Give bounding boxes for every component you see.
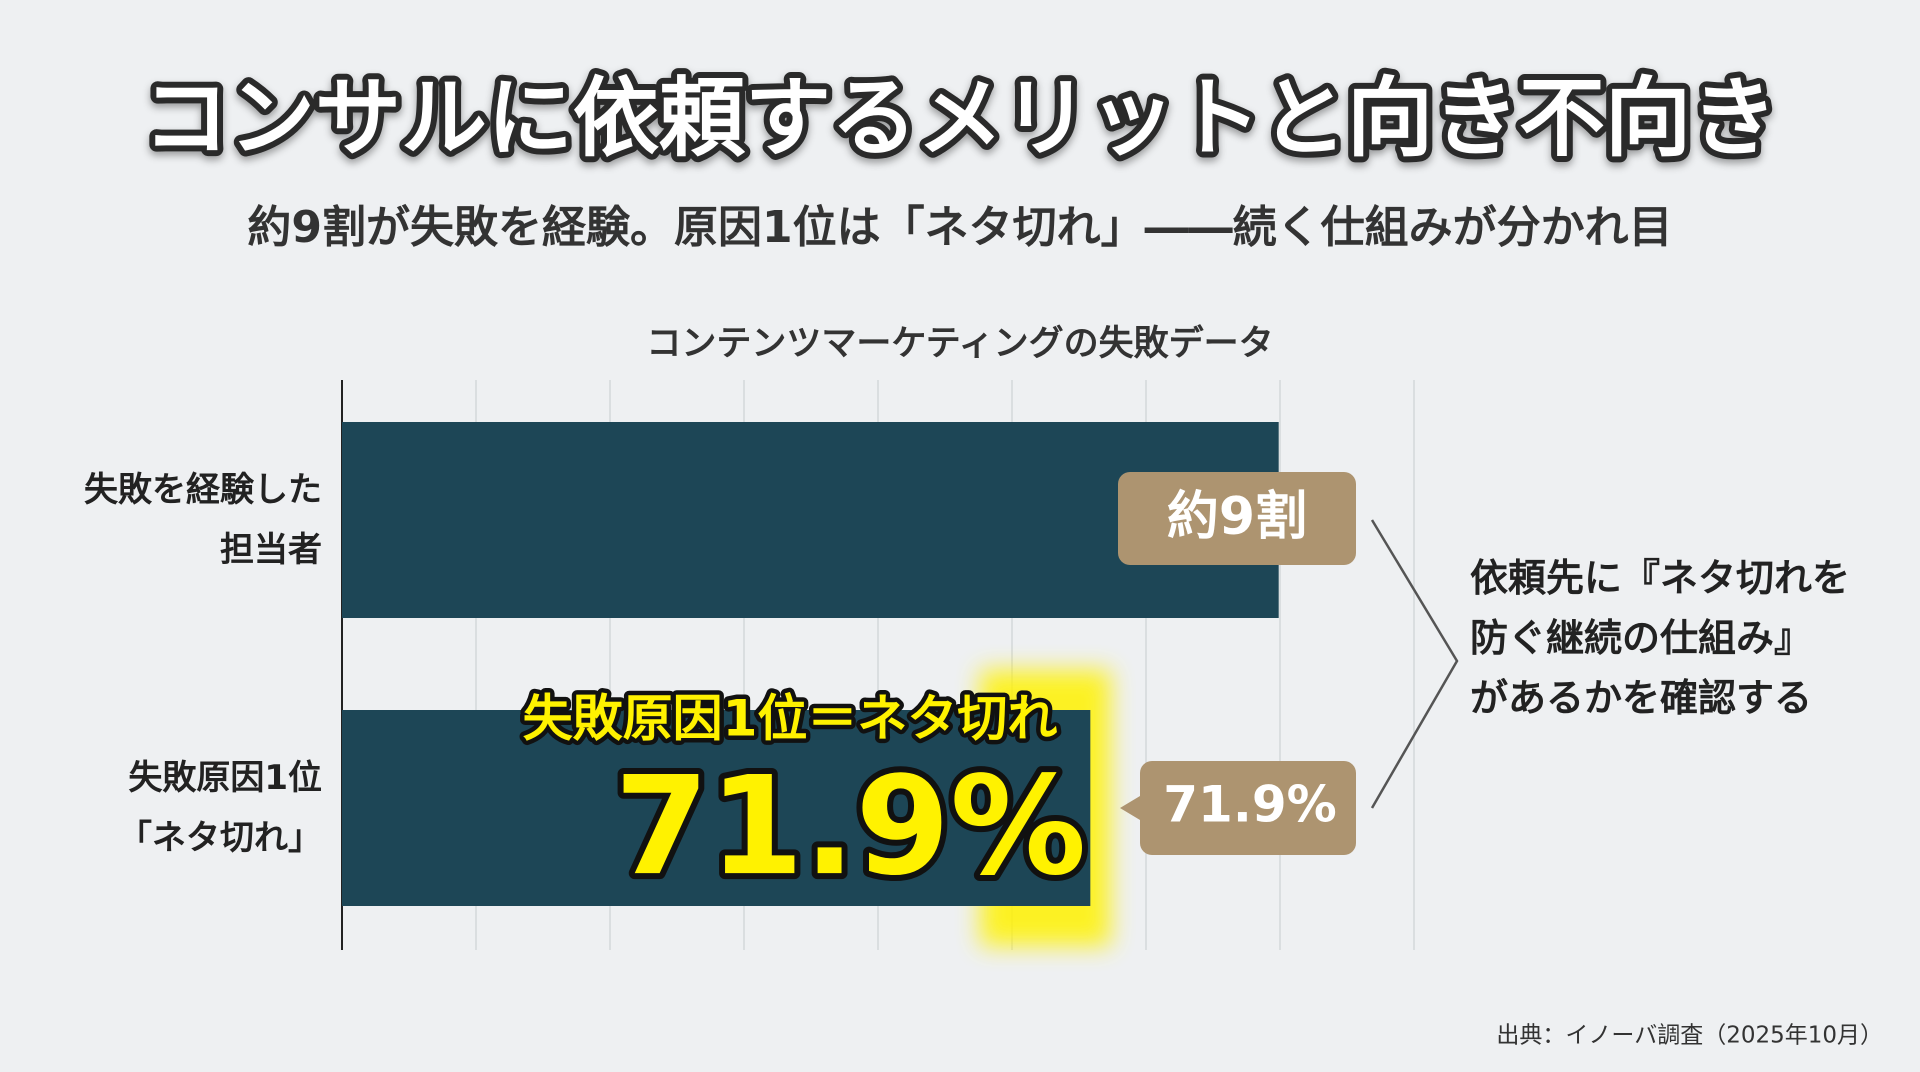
y-tick-label: 失敗を経験した 担当者 [84,470,322,570]
value-label: 71.9% [1163,776,1336,834]
title: コンサルに依頼するメリットと向き不向き [143,68,1777,168]
bracket [1370,519,1459,809]
highlight-value: 71.9% [614,748,1086,906]
value-label-box [1118,472,1356,565]
y-tick-label: 失敗原因1位 「ネタ切れ」 [118,758,322,858]
subtitle: 約9割が失敗を経験。原因1位は「ネタ切れ」――続く仕組みが分かれ目 [247,202,1672,253]
chart-title: コンテンツマーケティングの失敗データ [646,323,1273,364]
bars [342,422,1279,906]
value-label-box [1120,761,1356,855]
value-label: 約9割 [1167,487,1307,547]
note: 依頼先に『ネタ切れを 防ぐ継続の仕組み』 があるかを確認する [1470,556,1851,720]
source: 出典：イノーバ調査（2025年10月） [1496,1023,1883,1049]
bar [342,710,1091,906]
highlight-text: 失敗原因1位＝ネタ切れ [523,690,1058,748]
